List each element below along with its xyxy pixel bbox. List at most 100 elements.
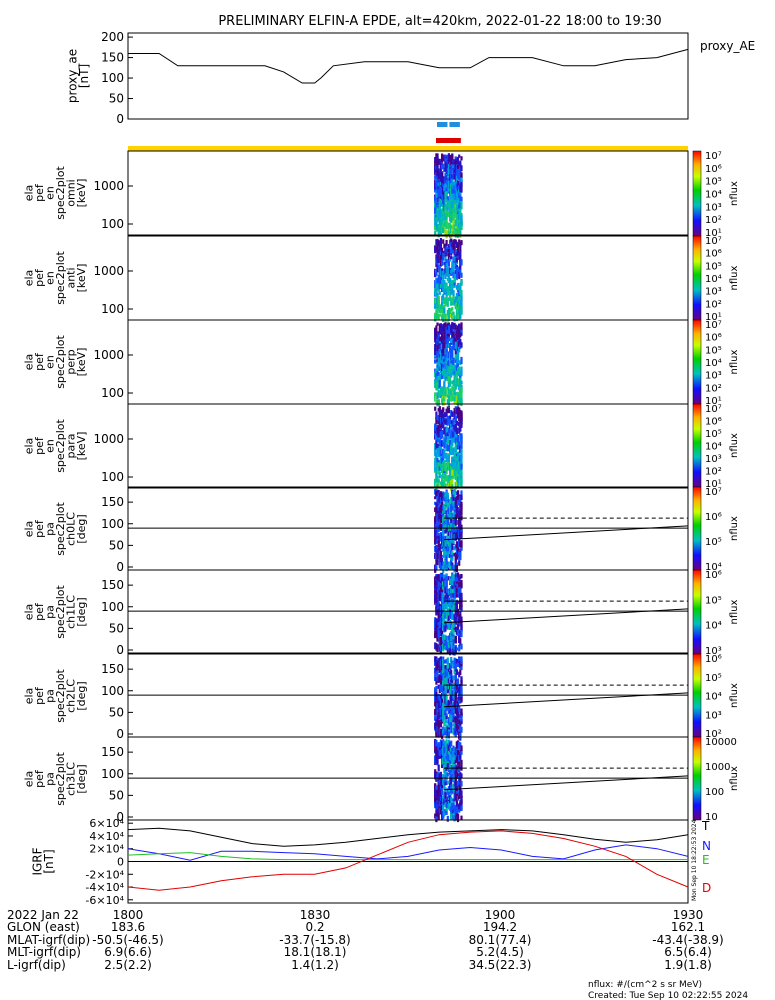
spectrogram-pixel [437,664,440,668]
spectrogram-pixel [439,808,442,815]
spectrogram-pixel [456,156,460,165]
spectrogram-pixel [456,750,460,755]
spectrogram-pixel [458,366,461,374]
spectrogram-pixel [436,752,439,760]
spectrogram-pixel [442,804,445,810]
spectrogram-pixel [444,535,447,540]
igrf-series-D [127,830,689,891]
spectrogram-pixel [434,298,437,304]
spectrogram-pixel [451,551,454,555]
spectrogram-pixel [460,687,463,691]
panel-frame [127,403,689,489]
spectrogram-pixel [442,659,445,665]
spectrogram-pixel [442,193,445,199]
spectrogram-pixel [444,183,447,190]
spectrogram-pixel [445,759,448,764]
y-tick-label: 1000 [93,432,124,446]
spectrogram-pixel [454,521,457,526]
spectrogram-pixel [445,436,448,445]
spectrogram-pixel [453,343,456,351]
spectrogram-pixel [451,489,454,494]
spectrogram-pixel [451,438,454,445]
spectrogram-pixel [453,181,456,186]
spectrogram-pixel [435,472,438,477]
spectrogram-pixel [452,539,455,544]
spectrogram-pixel [456,166,460,171]
spectrogram-pixel [453,522,456,526]
spectrogram-pixel [446,302,449,307]
spectrogram-pixel [434,181,437,188]
spectrogram-pixel [436,513,439,522]
spectrogram-pixel [438,313,441,317]
spectrogram-pixel [453,716,456,721]
spectrogram-pixel [456,340,460,347]
spectrogram-pixel [436,244,439,252]
spectrogram-pixel [456,773,460,779]
spectrogram-pixel [453,184,456,193]
chart-title: PRELIMINARY ELFIN-A EPDE, alt=420km, 202… [218,14,661,29]
spectrogram-pixel [447,367,450,373]
spectrogram-pixel [453,813,456,817]
y-tick-label: 100 [101,470,124,484]
spectrogram-pixel [434,483,437,488]
colorbar-tick-label: 10⁷ [705,404,722,415]
spectrogram-pixel [439,694,442,699]
spectrogram-pixel [456,398,460,407]
spectrogram-pixel [447,360,450,368]
spectrogram-pixel [445,349,448,358]
spectrogram-pixel [436,660,439,665]
spectrogram-pixel [450,338,453,344]
spectrogram-pixel [442,514,445,523]
spectrogram-pixel [438,291,441,295]
y-axis-label-line: ch2LC [65,679,78,713]
spectrogram-pixel [453,752,456,756]
spectrogram-pixel [447,590,450,595]
spectrogram-pixel [459,696,462,703]
y-tick-label: 100 [101,217,124,231]
spectrogram-pixel [460,380,463,385]
spectrogram-pixel [458,795,461,800]
spectrogram-pixel [434,659,437,667]
spectrogram-pixel [444,505,447,510]
spectrogram-pixel [451,186,454,195]
spectrogram-pixel [442,472,445,479]
spectrogram-pixel [445,408,448,413]
spectrogram-pixel [445,497,448,506]
spectrogram-pixel [434,448,437,457]
y-tick-label: 100 [101,386,124,400]
spectrogram-pixel [439,555,442,563]
spectrogram-pixel [439,260,442,267]
colorbar-label-text: nflux [729,683,740,708]
spectrogram-pixel [439,373,442,380]
spectrogram-pixel [439,710,442,716]
spectrogram-pixel [453,407,456,414]
spectrogram-pixel [439,514,442,519]
spectrogram-pixel [460,463,463,470]
spectrogram-pixel [450,255,453,260]
spectrogram-pixel [434,501,437,505]
spectrogram-pixel [442,370,445,375]
spectrogram-pixel [445,166,448,175]
spectrogram-pixel [439,508,442,515]
spectrogram-pixel [435,739,438,747]
spectrogram-pixel [459,311,462,319]
spectrogram-pixel [453,778,456,787]
spectrogram-pixel [439,515,442,523]
spectrogram-pixel [446,657,449,663]
spectrogram-pixel [447,602,450,608]
spectrogram-pixel [434,673,437,681]
spectrogram-pixel [456,594,460,598]
spectrogram-pixel [449,239,452,247]
spectrogram-pixel [436,547,439,551]
spectrogram-pixel [459,742,462,747]
spectrogram-pixel [459,160,462,167]
spectrogram-pixel [436,167,439,175]
ephemeris-value: -43.4(-38.9) [652,933,723,947]
ephemeris-value: 6.5(6.4) [664,945,712,959]
spectrogram-pixel [458,657,461,662]
spectrogram-pixel [454,357,457,363]
